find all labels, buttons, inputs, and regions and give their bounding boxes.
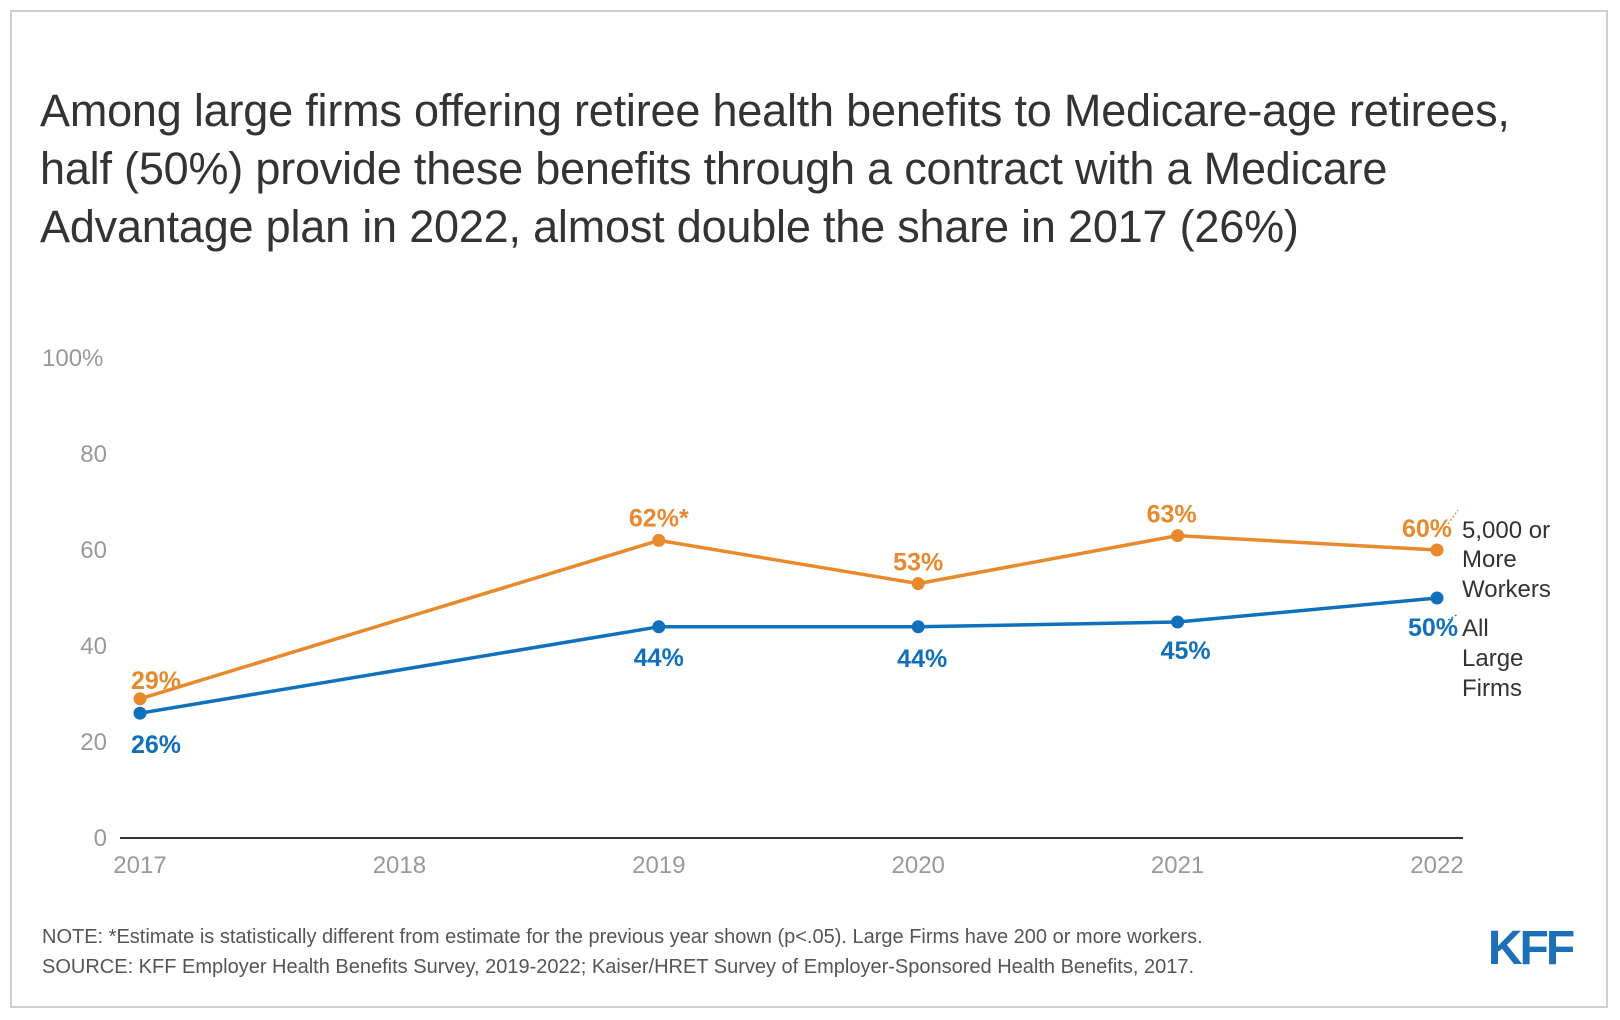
data-point	[911, 620, 925, 634]
data-label: 45%	[1161, 637, 1211, 665]
y-tick-label: 100%	[42, 345, 103, 372]
data-point	[652, 533, 666, 547]
series-name-label: More	[1462, 546, 1517, 573]
y-tick-label: 20	[80, 729, 107, 756]
data-point	[1171, 615, 1185, 629]
x-tick-label: 2021	[1151, 852, 1204, 879]
data-point	[652, 620, 666, 634]
data-point	[1430, 543, 1444, 557]
data-label: 44%	[634, 644, 684, 672]
x-tick-label: 2017	[113, 852, 166, 879]
data-point	[1171, 529, 1185, 543]
x-tick-label: 2022	[1410, 852, 1463, 879]
x-tick-label: 2018	[373, 852, 426, 879]
series-name-label: Large	[1462, 645, 1523, 672]
y-tick-label: 40	[80, 633, 107, 660]
data-label: 50%	[1408, 614, 1458, 642]
data-point	[911, 577, 925, 591]
series-name-label: Firms	[1462, 675, 1522, 702]
y-tick-label: 80	[80, 441, 107, 468]
data-label: 63%	[1147, 501, 1197, 529]
series-name-label: All	[1462, 615, 1489, 642]
y-tick-label: 0	[94, 825, 107, 852]
data-label: 29%	[131, 667, 181, 695]
series-line	[139, 596, 1438, 715]
note-text: NOTE: *Estimate is statistically differe…	[42, 926, 1203, 948]
series-leader-line	[1447, 509, 1459, 525]
data-label: 60%	[1402, 515, 1452, 543]
source-text: SOURCE: KFF Employer Health Benefits Sur…	[42, 956, 1195, 978]
data-point	[133, 706, 147, 720]
x-tick-label: 2019	[632, 852, 685, 879]
data-label: 53%	[893, 549, 943, 577]
data-point	[1430, 591, 1444, 605]
x-tick-label: 2020	[892, 852, 945, 879]
footnote: NOTE: *Estimate is statistically differe…	[42, 922, 1203, 982]
data-point	[133, 692, 147, 706]
data-label: 62%*	[629, 504, 689, 532]
chart-title: Among large firms offering retiree healt…	[40, 85, 1510, 252]
series-name-label: 5,000 or	[1462, 517, 1550, 544]
y-tick-label: 60	[80, 537, 107, 564]
kff-logo: KFF	[1488, 922, 1577, 970]
data-label: 26%	[131, 731, 181, 759]
logo-text: KFF	[1488, 922, 1574, 970]
series-leader-line	[1447, 613, 1459, 621]
data-label: 44%	[897, 645, 947, 673]
series-name-label: Workers	[1462, 576, 1551, 603]
chart-frame	[10, 10, 1608, 1008]
